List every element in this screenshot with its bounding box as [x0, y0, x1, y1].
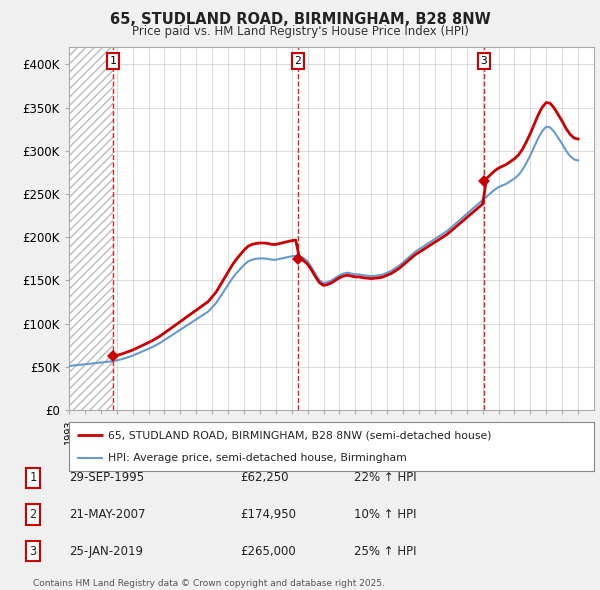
- Text: 3: 3: [29, 545, 37, 558]
- Text: 25-JAN-2019: 25-JAN-2019: [69, 545, 143, 558]
- Text: Contains HM Land Registry data © Crown copyright and database right 2025.
This d: Contains HM Land Registry data © Crown c…: [33, 579, 385, 590]
- Text: 65, STUDLAND ROAD, BIRMINGHAM, B28 8NW (semi-detached house): 65, STUDLAND ROAD, BIRMINGHAM, B28 8NW (…: [109, 430, 492, 440]
- Text: 29-SEP-1995: 29-SEP-1995: [69, 471, 144, 484]
- Text: £265,000: £265,000: [240, 545, 296, 558]
- Text: £62,250: £62,250: [240, 471, 289, 484]
- Text: HPI: Average price, semi-detached house, Birmingham: HPI: Average price, semi-detached house,…: [109, 453, 407, 463]
- Text: Price paid vs. HM Land Registry's House Price Index (HPI): Price paid vs. HM Land Registry's House …: [131, 25, 469, 38]
- Text: 10% ↑ HPI: 10% ↑ HPI: [354, 508, 416, 521]
- Text: 25% ↑ HPI: 25% ↑ HPI: [354, 545, 416, 558]
- Text: 2: 2: [29, 508, 37, 521]
- Text: 22% ↑ HPI: 22% ↑ HPI: [354, 471, 416, 484]
- Text: 2: 2: [295, 56, 301, 66]
- Bar: [69, 47, 113, 410]
- Text: 65, STUDLAND ROAD, BIRMINGHAM, B28 8NW: 65, STUDLAND ROAD, BIRMINGHAM, B28 8NW: [110, 12, 490, 27]
- Text: 1: 1: [109, 56, 116, 66]
- Text: 3: 3: [481, 56, 487, 66]
- Text: £174,950: £174,950: [240, 508, 296, 521]
- Text: 21-MAY-2007: 21-MAY-2007: [69, 508, 146, 521]
- Text: 1: 1: [29, 471, 37, 484]
